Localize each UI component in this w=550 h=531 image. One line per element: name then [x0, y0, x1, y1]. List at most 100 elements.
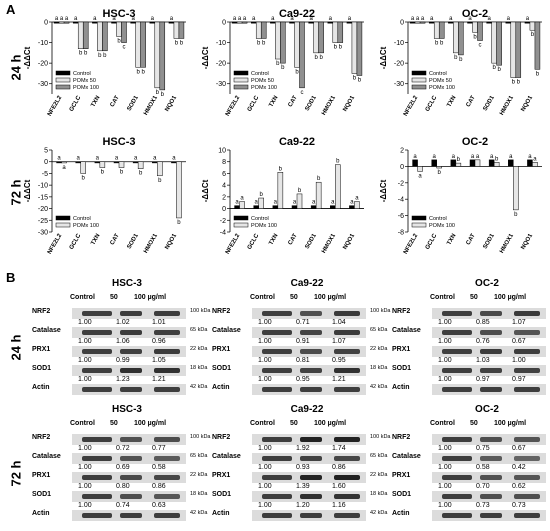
bar-nqo1-0 [527, 159, 533, 167]
bar-hmox1-0 [152, 161, 158, 164]
significance-letter: b [177, 220, 181, 226]
significance-letter: b [314, 55, 318, 61]
blot-column-header: 100 µg/ml [494, 294, 527, 301]
blot-band [120, 349, 142, 354]
band-quantification: 1.00 [438, 357, 452, 364]
y-tick-label: 0 [44, 20, 48, 27]
blot-column-header: 100 µg/ml [314, 294, 347, 301]
band-quantification: 1.00 [438, 338, 452, 345]
blot-band [300, 368, 322, 373]
significance-letter: a [411, 16, 415, 22]
blot-band-strip [72, 491, 186, 502]
x-tick-label: NFE2L2 [225, 232, 242, 255]
blot-band [120, 368, 142, 373]
significance-letter: b [79, 51, 83, 57]
significance-letter: a [153, 156, 157, 162]
band-quantification: 1.20 [296, 502, 310, 509]
y-tick-label: -8 [398, 230, 404, 237]
significance-letter: b [536, 71, 540, 77]
blot-column-header: 50 [470, 294, 478, 301]
y-tick-label: -4 [220, 230, 226, 237]
significance-letter: b [512, 80, 516, 86]
blot-column-header: Control [70, 420, 95, 427]
blot-band [334, 311, 360, 316]
bar-cat-0 [291, 205, 298, 209]
band-quantification: 1.00 [438, 319, 452, 326]
blot-band [442, 456, 472, 461]
blot-band [300, 387, 322, 392]
bar-gclc-2 [438, 21, 445, 39]
band-quantification: 0.80 [116, 483, 130, 490]
legend-swatch [233, 84, 249, 90]
blot-title: Ca9-22 [290, 278, 324, 289]
bar-nqo1-0 [349, 205, 355, 209]
significance-letter: a [74, 16, 78, 22]
blot-band-strip [252, 384, 366, 395]
blot-band [334, 475, 360, 480]
bar-nqo1-1 [354, 201, 360, 209]
significance-letter: b [435, 40, 439, 46]
kda-label: 100 kDa [370, 434, 391, 440]
kda-label: 42 kDa [190, 384, 208, 390]
legend-label: POMx 50 [429, 78, 452, 84]
chart-title: Ca9-22 [279, 136, 315, 148]
legend-label: POMx 100 [73, 85, 99, 91]
bar-nfe2l2-1 [417, 166, 423, 172]
bar-gclc-0 [72, 21, 79, 24]
significance-letter: a [528, 154, 532, 160]
bar-nfe2l2-0 [412, 159, 418, 167]
y-tick-label: -6 [398, 213, 404, 220]
bar-gclc-2 [260, 21, 267, 39]
significance-letter: b [175, 40, 179, 46]
bar-hmox1-0 [149, 21, 156, 24]
significance-letter: b [180, 40, 184, 46]
blot-band [120, 513, 142, 518]
significance-letter: a [131, 16, 135, 22]
bar-hmox1-1 [154, 21, 161, 89]
significance-letter: a [421, 16, 425, 22]
protein-label: SOD1 [212, 491, 232, 498]
blot-band-strip [252, 346, 366, 357]
band-quantification: 0.70 [476, 483, 490, 490]
bar-gclc-1 [436, 166, 442, 169]
significance-letter: a [487, 16, 491, 22]
bar-cat-0 [467, 21, 473, 24]
significance-letter: a [238, 16, 242, 22]
band-quantification: 1.00 [258, 357, 272, 364]
blot-band-strip [72, 308, 186, 319]
bar-cat-2 [477, 21, 483, 41]
blot-band-strip [72, 365, 186, 376]
significance-letter: b [358, 77, 362, 83]
blot-band [514, 494, 540, 499]
protein-label: Actin [392, 510, 410, 517]
blot-band-strip [252, 434, 366, 445]
blot-title: OC-2 [475, 278, 499, 289]
kda-label: 42 kDa [370, 510, 388, 516]
legend-label: Control [429, 71, 447, 77]
blot-band [480, 349, 502, 354]
significance-letter: a [309, 16, 313, 22]
y-tick-label: 5 [44, 148, 48, 155]
bar-txn-1 [277, 172, 284, 209]
bar-gclc-0 [428, 21, 435, 24]
bar-hmox1-1 [332, 21, 339, 43]
blot-band [262, 475, 292, 480]
blot-band [442, 387, 472, 392]
bar-gclc-0 [431, 159, 437, 167]
x-tick-label: NFE2L2 [403, 94, 420, 117]
significance-letter: b [298, 188, 302, 194]
blot-band [154, 494, 180, 499]
significance-letter: b [98, 53, 102, 59]
blot-band [334, 349, 360, 354]
y-tick-label: -25 [38, 218, 48, 225]
blot-row-sod1: SOD1 18 kDa [212, 491, 402, 502]
bar-sod1-0 [488, 159, 495, 167]
band-quantification: 0.77 [152, 445, 166, 452]
band-quantification: 0.74 [116, 502, 130, 509]
significance-letter: a [449, 16, 453, 22]
